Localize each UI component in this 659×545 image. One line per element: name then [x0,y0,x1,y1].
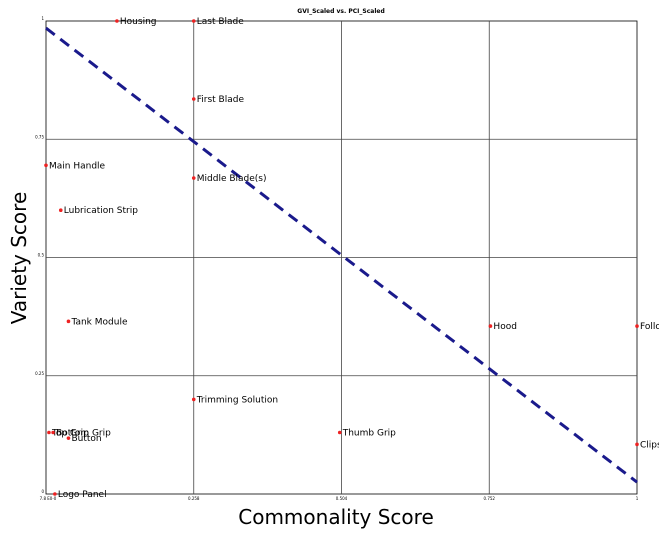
data-point [191,176,196,180]
data-point [53,492,57,496]
data-point [488,324,493,328]
tick-labels: 7.8 E0-0 0.258 0.504 0.752 1 0 0.25 0.5 0.75 1 [35,16,639,501]
data-point-label: Bottom Grip [56,429,111,439]
data-point [115,19,119,23]
data-point-label: Trimming Solution [196,395,278,405]
data-point-label: Middle Blade(s) [197,174,267,184]
data-point [44,163,48,168]
data-point-label: Main Handle [49,161,106,171]
y-tick-label: 0 [41,489,44,494]
x-tick-label: 7.8 E0-0 [40,496,57,501]
x-tick-label: 1 [636,496,639,501]
x-axis-title: Commonality Score [238,505,434,529]
data-point-label: Lubrication Strip [64,206,138,216]
data-point [58,208,63,212]
data-point [191,19,196,23]
grid-lines [46,21,637,494]
y-tick-label: 0.75 [35,134,44,139]
x-tick-label: 0.504 [336,496,348,501]
y-tick-label: 0.5 [38,253,45,258]
reference-line-layer [45,26,638,484]
data-point-label: Clips [640,440,659,450]
data-point-label: Follo [640,322,659,332]
data-point [66,436,71,440]
y-tick-label: 0.25 [35,371,44,376]
data-point-label: Hood [493,322,517,332]
data-point-label: Tank Module [70,317,127,327]
x-tick-label: 0.752 [484,496,496,501]
data-point [191,97,196,101]
reference-line [45,26,638,484]
y-axis-title: Variety Score [7,192,31,325]
y-tick-label: 1 [41,16,44,21]
data-point-label: Thumb Grip [342,429,396,439]
data-point-label: Top Grip [51,429,89,439]
data-point [66,319,71,324]
data-point-label: Logo Panel [58,490,107,500]
data-points: Housing Last Blade First Blade Main Handle M… [44,17,659,500]
x-tick-label: 0.258 [188,496,200,501]
data-point [191,397,196,402]
data-point-label: Housing [120,17,157,27]
chart-title: GVI_Scaled vs. PCI_Scaled [297,8,384,15]
data-point [635,442,639,447]
data-point-label: First Blade [197,95,245,105]
data-point-label: Last Blade [197,17,245,27]
data-point-label: Button [71,434,101,444]
data-point [635,324,639,328]
data-point [51,430,55,435]
data-point [337,430,342,435]
data-point [47,430,51,435]
